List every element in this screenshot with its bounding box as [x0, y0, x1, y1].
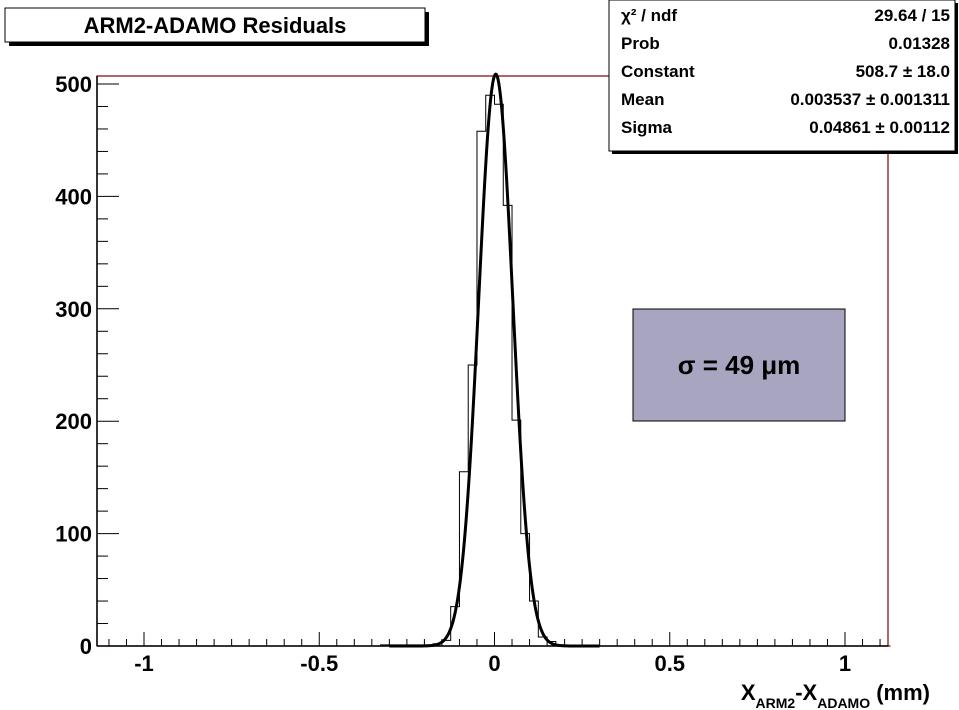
stats-label: Prob — [621, 34, 660, 53]
stats-value: 0.003537 ± 0.001311 — [790, 90, 950, 109]
chart-title: ARM2-ADAMO Residuals — [84, 13, 347, 38]
stats-rows: χ² / ndf 29.64 / 15 Prob 0.01328 Constant 508… — [621, 6, 950, 137]
stats-label: Constant — [621, 62, 695, 81]
y-tick-label: 300 — [55, 297, 92, 322]
gaussian-fit-curve — [389, 72, 600, 648]
x-tick-label: 1 — [839, 651, 851, 676]
y-tick-label: 100 — [55, 522, 92, 547]
stats-box-frame — [608, 0, 956, 152]
stats-label: χ² / ndf — [621, 6, 677, 25]
stats-box: χ² / ndf 29.64 / 15 Prob 0.01328 Constant 508… — [608, 0, 958, 154]
stats-value: 0.01328 — [889, 34, 950, 53]
y-tick-label: 500 — [55, 72, 92, 97]
x-axis-label: XARM2-XADAMO (mm) — [741, 680, 930, 710]
y-ticks: 0 100 200 300 400 500 — [55, 72, 119, 659]
annotation-text: σ = 49 μm — [678, 350, 801, 380]
x-tick-label: 0 — [488, 651, 500, 676]
y-tick-label: 400 — [55, 184, 92, 209]
y-tick-label: 0 — [80, 634, 92, 659]
stats-label: Mean — [621, 90, 664, 109]
x-ticks: -1 -0.5 0 0.5 1 — [108, 632, 881, 676]
x-tick-label: -1 — [134, 651, 154, 676]
x-tick-label: 0.5 — [654, 651, 685, 676]
sigma-annotation: σ = 49 μm — [632, 308, 846, 422]
stats-label: Sigma — [621, 118, 673, 137]
title-box: ARM2-ADAMO Residuals — [4, 7, 429, 46]
title-box-frame — [4, 7, 426, 43]
x-tick-label: -0.5 — [300, 651, 338, 676]
stats-value: 0.04861 ± 0.00112 — [809, 118, 950, 137]
annotation-box — [632, 308, 846, 422]
stats-value: 508.7 ± 18.0 — [856, 62, 950, 81]
y-tick-label: 200 — [55, 409, 92, 434]
stats-value: 29.64 / 15 — [874, 6, 950, 25]
